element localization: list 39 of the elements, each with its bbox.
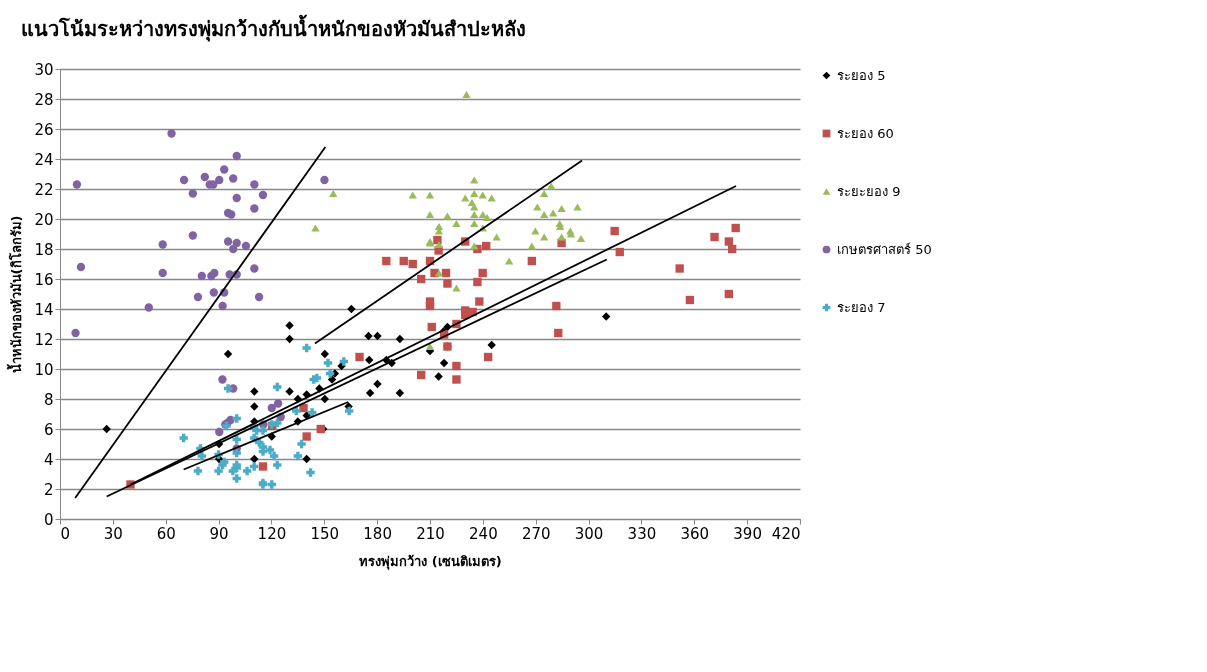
y-tick-label: 30 (34, 60, 54, 79)
x-tick-label: 330 (627, 524, 657, 543)
y-axis-title: น้ำหนักของหัวมัน(กิโลกรัม) (6, 215, 25, 374)
y-tick-label: 26 (34, 120, 54, 139)
y-tick-label: 2 (43, 480, 54, 499)
legend-label: ระยอง 60 (837, 125, 894, 141)
y-tick-label: 6 (43, 420, 54, 439)
y-tick-label: 4 (43, 450, 54, 469)
y-tick-label: 14 (34, 300, 54, 319)
y-tick-label: 0 (43, 510, 54, 529)
y-tick-label: 12 (34, 330, 54, 349)
x-tick-label: 240 (469, 524, 498, 543)
x-tick-label: 90 (209, 524, 229, 543)
x-tick-label: 120 (257, 524, 287, 543)
x-tick-label: 30 (103, 524, 123, 543)
y-tick-label: 10 (34, 360, 54, 379)
x-tick-label: 60 (156, 524, 176, 543)
y-tick-label: 28 (34, 90, 54, 109)
y-tick-label: 20 (34, 210, 54, 229)
x-tick-label: 360 (680, 524, 710, 543)
legend-label: ระยะยอง 9 (837, 183, 901, 199)
x-tick-label: 210 (416, 524, 445, 543)
x-tick-label: 0 (60, 524, 71, 543)
x-tick-label: 420 (771, 524, 801, 543)
y-tick-label: 22 (34, 180, 54, 199)
x-tick-label: 150 (310, 524, 340, 543)
x-tick-label: 390 (733, 524, 762, 543)
x-tick-label: 180 (363, 524, 392, 543)
chart-title: แนวโน้มระหว่างทรงพุ่มกว้างกับน้ำหนักของหัวมันสำปะหลัง (20, 14, 526, 42)
x-tick-label: 270 (521, 524, 551, 543)
legend-label: เกษตรศาสตร์ 50 (837, 241, 932, 257)
y-tick-label: 16 (34, 270, 54, 289)
y-tick-label: 8 (43, 390, 54, 409)
y-tick-label: 24 (34, 150, 54, 169)
x-axis-title: ทรงพุ่มกว้าง (เซนติเมตร) (359, 553, 502, 570)
legend-label: ระยอง 7 (837, 299, 886, 315)
y-tick-label: 18 (34, 240, 54, 259)
legend-label: ระยอง 5 (837, 67, 886, 83)
x-tick-label: 300 (574, 524, 604, 543)
